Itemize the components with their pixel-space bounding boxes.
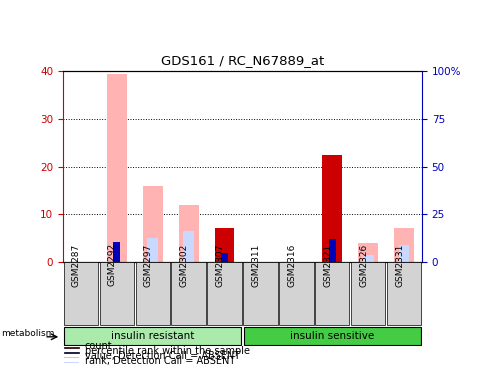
Text: insulin sensitive: insulin sensitive xyxy=(289,331,374,341)
Bar xyxy=(64,347,79,348)
Text: percentile rank within the sample: percentile rank within the sample xyxy=(85,346,249,356)
Text: GSM2297: GSM2297 xyxy=(143,243,152,287)
Bar xyxy=(221,253,227,262)
Bar xyxy=(179,205,198,262)
Bar xyxy=(214,228,234,262)
Text: GSM2292: GSM2292 xyxy=(107,243,117,287)
FancyBboxPatch shape xyxy=(63,262,98,325)
FancyBboxPatch shape xyxy=(386,262,421,325)
FancyBboxPatch shape xyxy=(314,262,349,325)
FancyBboxPatch shape xyxy=(64,327,241,345)
Text: metabolism: metabolism xyxy=(1,329,55,338)
Bar xyxy=(113,242,120,262)
Bar xyxy=(183,231,194,262)
Text: GSM2311: GSM2311 xyxy=(251,243,260,287)
FancyBboxPatch shape xyxy=(207,262,242,325)
Title: GDS161 / RC_N67889_at: GDS161 / RC_N67889_at xyxy=(161,55,323,67)
FancyBboxPatch shape xyxy=(171,262,206,325)
FancyBboxPatch shape xyxy=(278,262,313,325)
Bar xyxy=(143,186,162,262)
Bar xyxy=(393,228,413,262)
Bar xyxy=(362,255,373,262)
FancyBboxPatch shape xyxy=(99,262,134,325)
Bar xyxy=(64,362,79,363)
Text: rank, Detection Call = ABSENT: rank, Detection Call = ABSENT xyxy=(85,356,234,366)
Bar xyxy=(358,243,377,262)
FancyBboxPatch shape xyxy=(242,262,277,325)
Text: value, Detection Call = ABSENT: value, Detection Call = ABSENT xyxy=(85,351,239,361)
Bar xyxy=(322,154,341,262)
Text: count: count xyxy=(85,341,112,351)
Bar xyxy=(107,74,126,262)
Bar xyxy=(64,357,79,358)
Text: GSM2326: GSM2326 xyxy=(358,243,367,287)
Text: GSM2331: GSM2331 xyxy=(394,243,403,287)
Text: insulin resistant: insulin resistant xyxy=(111,331,194,341)
Bar xyxy=(64,352,79,353)
FancyBboxPatch shape xyxy=(350,262,385,325)
Text: GSM2316: GSM2316 xyxy=(287,243,296,287)
Text: GSM2321: GSM2321 xyxy=(322,243,332,287)
Bar xyxy=(328,239,335,262)
Text: GSM2287: GSM2287 xyxy=(72,243,81,287)
Bar xyxy=(398,245,408,262)
Text: GSM2302: GSM2302 xyxy=(179,243,188,287)
Text: GSM2307: GSM2307 xyxy=(215,243,224,287)
FancyBboxPatch shape xyxy=(135,262,170,325)
Bar xyxy=(147,238,158,262)
FancyBboxPatch shape xyxy=(243,327,420,345)
